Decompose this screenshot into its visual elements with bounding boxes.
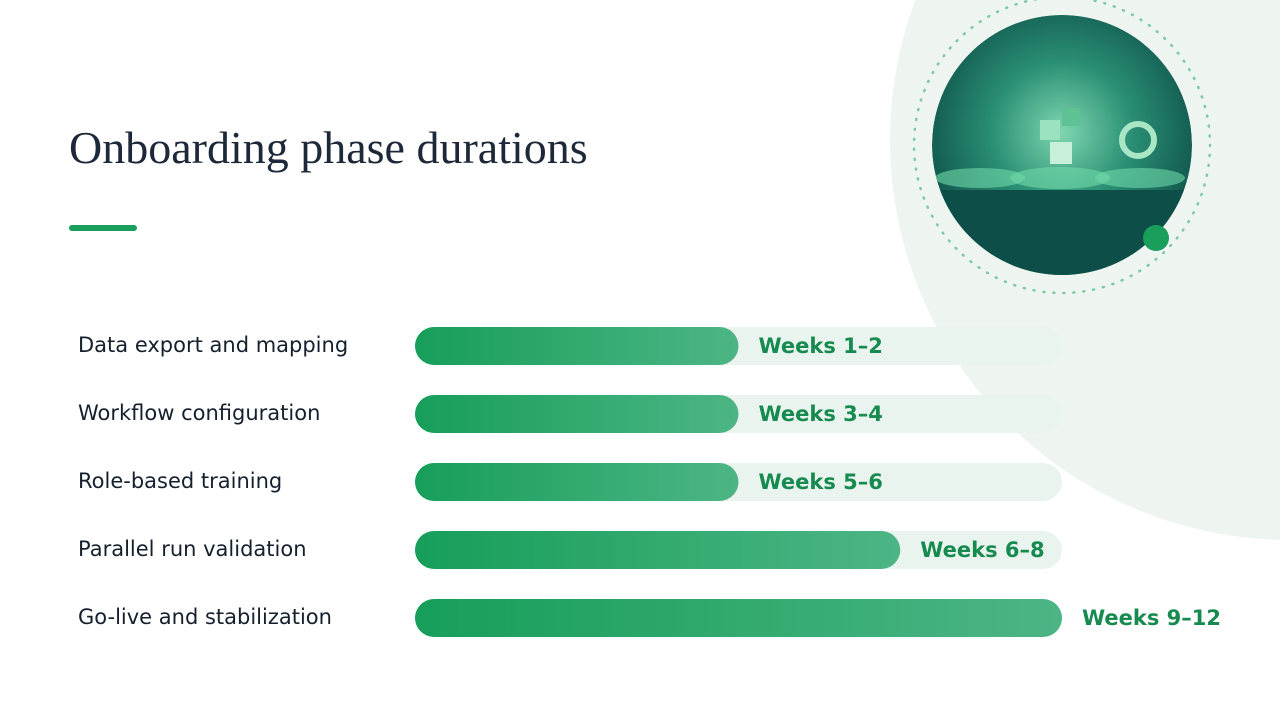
- category-label: Role-based training: [78, 469, 282, 493]
- chart-title: Onboarding phase durations: [69, 122, 588, 173]
- category-label: Parallel run validation: [78, 537, 307, 561]
- period-label: Weeks 1–2: [759, 334, 883, 358]
- illustration: [932, 15, 1192, 275]
- bar: [415, 463, 739, 501]
- category-label: Go-live and stabilization: [78, 605, 332, 629]
- category-label: Data export and mapping: [78, 333, 348, 357]
- bar: [415, 395, 739, 433]
- category-label: Workflow configuration: [78, 401, 320, 425]
- period-label: Weeks 5–6: [759, 470, 883, 494]
- bar: [415, 327, 739, 365]
- bar: [415, 531, 901, 569]
- bar: [415, 599, 1062, 637]
- accent-dot: [1143, 225, 1169, 251]
- period-label: Weeks 6–8: [920, 538, 1044, 562]
- title-underline: [69, 225, 137, 231]
- period-label: Weeks 3–4: [759, 402, 883, 426]
- period-label: Weeks 9–12: [1082, 606, 1221, 630]
- dotted-ring: [912, 0, 1212, 295]
